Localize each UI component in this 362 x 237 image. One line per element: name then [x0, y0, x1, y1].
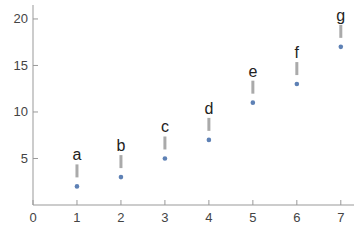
- point: [119, 175, 124, 180]
- x-tick-label: 1: [73, 210, 80, 225]
- point-label: d: [204, 100, 213, 117]
- point-label: g: [336, 7, 345, 24]
- point-label: e: [248, 63, 257, 80]
- x-axis: [33, 205, 354, 206]
- x-tick-label: 0: [29, 210, 36, 225]
- y-tick-label: 5: [21, 151, 28, 166]
- chart: 0 1 2 3 4 5 6 7 5 10 15 20 a b c d e f g: [0, 0, 362, 237]
- point-label: c: [161, 118, 169, 135]
- callout-line: [251, 81, 254, 94]
- x-tick: [164, 200, 165, 205]
- x-tick: [340, 200, 341, 205]
- x-tick: [76, 200, 77, 205]
- x-tick: [252, 200, 253, 205]
- x-tick-label: 7: [337, 210, 344, 225]
- y-tick: [33, 18, 38, 19]
- callout-line: [119, 155, 122, 168]
- y-tick: [33, 158, 38, 159]
- y-tick: [33, 65, 38, 66]
- callout-line: [207, 118, 210, 131]
- x-tick-label: 5: [249, 210, 256, 225]
- point: [251, 100, 256, 105]
- chart-container: 0 1 2 3 4 5 6 7 5 10 15 20 a b c d e f g: [0, 0, 362, 237]
- y-tick-label: 20: [14, 11, 28, 26]
- x-tick: [120, 200, 121, 205]
- point: [339, 45, 344, 50]
- callout-line: [339, 25, 342, 38]
- y-tick: [33, 111, 38, 112]
- y-tick-label: 10: [14, 104, 28, 119]
- callout-line: [163, 136, 166, 149]
- x-tick: [296, 200, 297, 205]
- point: [295, 82, 300, 87]
- x-tick-label: 3: [161, 210, 168, 225]
- x-tick: [33, 200, 34, 205]
- point-label: a: [73, 146, 82, 163]
- points: [75, 45, 343, 189]
- callout-line: [75, 164, 78, 177]
- x-tick: [208, 200, 209, 205]
- x-tick-label: 2: [117, 210, 124, 225]
- point-label: b: [116, 137, 125, 154]
- labels: a b c d e f g: [73, 7, 346, 178]
- y-axis: [33, 5, 34, 205]
- point-label: f: [295, 44, 300, 61]
- x-tick-label: 6: [293, 210, 300, 225]
- callout-line: [295, 62, 298, 75]
- x-tick-label: 4: [205, 210, 212, 225]
- y-tick-label: 15: [14, 58, 28, 73]
- point: [75, 184, 80, 189]
- point: [207, 138, 212, 143]
- point: [163, 156, 168, 161]
